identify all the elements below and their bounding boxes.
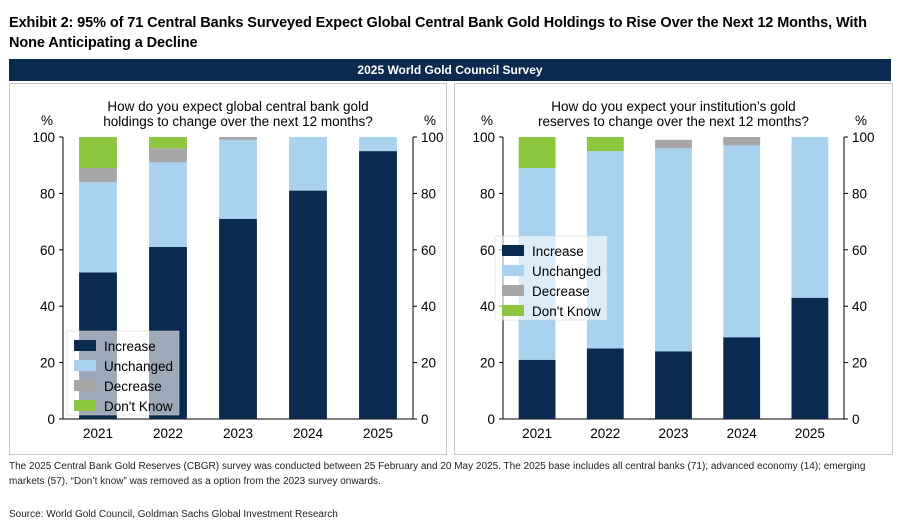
left-tick-label: 40 — [40, 299, 55, 314]
left-axis-unit: % — [481, 113, 493, 128]
left-chart-panel: How do you expect global central bank go… — [9, 83, 447, 455]
left-axis-unit: % — [41, 113, 53, 128]
left-tick-label: 60 — [480, 243, 495, 258]
bar-segment-increase-2023 — [655, 351, 692, 419]
chart-title-line: reserves to change over the next 12 mont… — [538, 114, 809, 129]
left-tick-label: 20 — [40, 356, 55, 371]
x-tick-label: 2025 — [795, 426, 825, 441]
chart-title-line: How do you expect global central bank go… — [107, 99, 368, 114]
right-tick-label: 60 — [421, 243, 436, 258]
legend-label-increase: Increase — [532, 244, 584, 259]
bar-segment-decrease-2021 — [79, 168, 117, 183]
right-tick-label: 40 — [852, 299, 867, 314]
bar-segment-dont-know-2022 — [149, 137, 187, 149]
bar-segment-increase-2025 — [359, 151, 397, 419]
legend-swatch-increase — [502, 245, 524, 256]
left-tick-label: 100 — [472, 130, 495, 145]
left-tick-label: 60 — [40, 243, 55, 258]
bar-segment-decrease-2022 — [149, 148, 187, 163]
source-note: Source: World Gold Council, Goldman Sach… — [9, 509, 338, 520]
left-tick-label: 20 — [480, 356, 495, 371]
x-tick-label: 2024 — [293, 426, 324, 441]
bar-segment-dont-know-2021 — [518, 137, 556, 169]
left-tick-label: 40 — [480, 299, 495, 314]
chart-title-line: holdings to change over the next 12 mont… — [103, 114, 372, 129]
legend-swatch-decrease — [74, 380, 96, 391]
x-tick-label: 2022 — [590, 426, 620, 441]
legend-swatch-decrease — [502, 285, 524, 296]
legend-swatch-dont-know — [74, 400, 96, 411]
bar-segment-increase-2024 — [723, 337, 761, 419]
x-tick-label: 2025 — [363, 426, 393, 441]
left-stacked-bar-chart: How do you expect global central bank go… — [32, 99, 444, 441]
bar-segment-decrease-2024 — [723, 137, 761, 146]
right-tick-label: 20 — [421, 356, 436, 371]
bar-segment-increase-2022 — [586, 348, 624, 419]
right-tick-label: 80 — [852, 186, 867, 201]
legend-swatch-unchanged — [74, 360, 96, 371]
right-tick-label: 0 — [421, 412, 429, 427]
bar-segment-unchanged-2022 — [149, 162, 187, 247]
legend-label-dont-know: Don't Know — [532, 304, 601, 319]
right-tick-label: 100 — [421, 130, 444, 145]
bar-segment-unchanged-2024 — [289, 137, 327, 191]
legend-label-increase: Increase — [104, 339, 156, 354]
bar-segment-unchanged-2025 — [359, 137, 397, 152]
x-tick-label: 2022 — [153, 426, 183, 441]
right-tick-label: 0 — [852, 412, 860, 427]
chart-title-line: How do you expect your institution’s gol… — [551, 99, 795, 114]
bar-segment-dont-know-2021 — [79, 137, 117, 169]
bar-segment-increase-2023 — [219, 218, 257, 419]
x-tick-label: 2023 — [658, 426, 688, 441]
legend-label-decrease: Decrease — [532, 284, 590, 299]
left-tick-label: 80 — [480, 186, 495, 201]
x-tick-label: 2021 — [522, 426, 552, 441]
bar-segment-increase-2024 — [289, 190, 327, 419]
legend-swatch-dont-know — [502, 305, 524, 316]
exhibit-title: Exhibit 2: 95% of 71 Central Banks Surve… — [9, 15, 867, 51]
legend-label-dont-know: Don't Know — [104, 399, 173, 414]
x-tick-label: 2024 — [727, 426, 758, 441]
chart-legend: Increase Unchanged Decrease Don't Know — [66, 330, 180, 416]
x-tick-label: 2023 — [223, 426, 253, 441]
survey-banner: 2025 World Gold Council Survey — [9, 59, 891, 81]
x-tick-label: 2021 — [83, 426, 113, 441]
bar-segment-unchanged-2024 — [723, 145, 761, 338]
right-axis-unit: % — [855, 113, 867, 128]
bar-segment-unchanged-2023 — [219, 139, 257, 219]
legend-label-unchanged: Unchanged — [104, 359, 173, 374]
bar-segment-decrease-2023 — [219, 137, 257, 140]
right-axis-unit: % — [424, 113, 436, 128]
left-tick-label: 0 — [47, 412, 55, 427]
right-tick-label: 20 — [852, 356, 867, 371]
right-tick-label: 80 — [421, 186, 436, 201]
bar-segment-unchanged-2023 — [655, 148, 692, 352]
bar-segment-dont-know-2022 — [586, 137, 624, 152]
left-tick-label: 0 — [487, 412, 495, 427]
right-tick-label: 100 — [852, 130, 875, 145]
legend-label-decrease: Decrease — [104, 379, 162, 394]
bar-segment-decrease-2023 — [655, 139, 692, 149]
right-stacked-bar-chart: How do you expect your institution’s gol… — [472, 99, 875, 441]
right-tick-label: 60 — [852, 243, 867, 258]
bar-segment-increase-2021 — [518, 359, 556, 419]
right-chart-panel: How do you expect your institution’s gol… — [454, 83, 893, 455]
left-tick-label: 100 — [32, 130, 55, 145]
right-tick-label: 40 — [421, 299, 436, 314]
legend-swatch-unchanged — [502, 265, 524, 276]
legend-swatch-increase — [74, 340, 96, 351]
bar-segment-unchanged-2021 — [79, 182, 117, 273]
bar-segment-unchanged-2025 — [791, 137, 829, 298]
chart-legend: Increase Unchanged Decrease Don't Know — [494, 235, 608, 321]
legend-label-unchanged: Unchanged — [532, 264, 601, 279]
left-tick-label: 80 — [40, 186, 55, 201]
footnote: The 2025 Central Bank Gold Reserves (CBG… — [9, 461, 866, 487]
bar-segment-increase-2025 — [791, 297, 829, 419]
